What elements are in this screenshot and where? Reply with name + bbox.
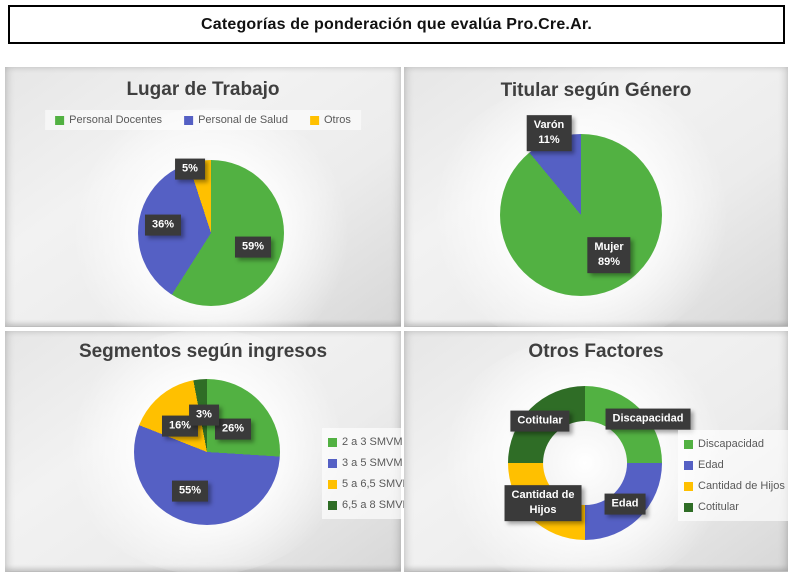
legend-label: 5 a 6,5 SMVM	[342, 478, 412, 490]
legend-label: Personal de Salud	[198, 114, 288, 126]
data-label-16: 16%	[161, 415, 199, 437]
chart-panel-segmentos-segun-ingresos: Segmentos según ingresos 26% 55% 16% 3% …	[5, 329, 412, 575]
data-label-mujer: Mujer 89%	[587, 237, 631, 273]
legend-item: Personal Docentes	[55, 114, 162, 126]
data-label-line: Mujer	[594, 241, 624, 254]
data-label-5: 5%	[175, 158, 205, 180]
data-label-line: Cantidad de	[511, 489, 575, 502]
pie-segmentos-segun-ingresos	[134, 379, 280, 525]
legend-label: 2 a 3 SMVM	[342, 436, 403, 448]
legend-swatch-discapacidad	[684, 439, 693, 449]
legend-item: Cotitular	[684, 501, 782, 513]
legend-swatch-cantidad-de-hijos	[684, 481, 693, 491]
legend-label: Personal Docentes	[69, 114, 163, 126]
legend-label: Cantidad de Hijos	[698, 480, 785, 492]
data-label-cantidad-de-hijos: Cantidad de Hijos	[504, 485, 582, 521]
legend-item: Personal de Salud	[184, 114, 288, 126]
legend-label: Otros	[323, 114, 351, 126]
legend-item: 6,5 a 8 SMVM	[328, 499, 412, 511]
legend-item: Cantidad de Hijos	[684, 480, 785, 492]
legend-swatch-cotitular	[684, 502, 693, 512]
legend-swatch-personal-de-salud	[184, 115, 194, 125]
legend-swatch-65a8	[328, 500, 337, 510]
legend-item: Discapacidad	[684, 438, 782, 450]
legend-swatch-3a5	[328, 458, 337, 468]
report-title: Categorías de ponderación que evalúa Pro…	[200, 15, 593, 33]
legend-swatch-edad	[684, 460, 693, 470]
chart-title-titular-segun-genero: Titular según Género	[500, 80, 692, 101]
chart-panel-titular-segun-genero: Titular según Género Varón 11% Mujer 89%	[404, 67, 788, 348]
legend-swatch-5a65	[328, 479, 337, 489]
pie-titular-segun-genero	[500, 134, 662, 296]
legend-otros-factores: Discapacidad Edad Cantidad de Hijos Coti…	[678, 430, 788, 521]
legend-item: 2 a 3 SMVM	[328, 436, 403, 448]
data-label-line: Hijos	[529, 504, 557, 516]
data-label-line: 89%	[597, 256, 621, 268]
legend-swatch-2a3	[328, 437, 337, 447]
chart-title-segmentos-segun-ingresos: Segmentos según ingresos	[78, 341, 328, 362]
chart-title-lugar-de-trabajo: Lugar de Trabajo	[126, 79, 280, 100]
data-label-36: 36%	[144, 214, 182, 236]
legend-item: Edad	[684, 459, 782, 471]
data-label-line: Varón	[533, 119, 565, 132]
legend-swatch-otros	[309, 115, 319, 125]
legend-label: Edad	[698, 459, 724, 471]
data-label-55: 55%	[171, 480, 209, 502]
legend-lugar-de-trabajo: Personal Docentes Personal de Salud Otro…	[45, 110, 361, 130]
legend-segmentos-segun-ingresos: 2 a 3 SMVM 3 a 5 SMVM 5 a 6,5 SMVM 6,5 a…	[322, 428, 412, 519]
legend-label: 3 a 5 SMVM	[342, 457, 403, 469]
chart-panel-otros-factores: Otros Factores Discapacidad Cotitular Ca…	[404, 331, 788, 575]
data-label-discapacidad: Discapacidad	[605, 408, 691, 430]
chart-title-otros-factores: Otros Factores	[528, 341, 664, 362]
legend-item: Otros	[309, 114, 351, 126]
legend-label: Cotitular	[698, 501, 739, 513]
data-label-edad: Edad	[604, 493, 646, 515]
legend-label: Discapacidad	[698, 438, 765, 450]
data-label-cotitular: Cotitular	[510, 410, 570, 432]
data-label-line: 11%	[538, 134, 560, 146]
report-title-box: Categorías de ponderación que evalúa Pro…	[8, 5, 785, 44]
data-label-59: 59%	[234, 236, 272, 258]
data-label-3: 3%	[189, 404, 219, 426]
legend-swatch-personal-docentes	[55, 115, 65, 125]
legend-item: 3 a 5 SMVM	[328, 457, 403, 469]
legend-label: 6,5 a 8 SMVM	[342, 499, 412, 511]
data-label-26: 26%	[214, 418, 252, 440]
chart-panel-lugar-de-trabajo: Lugar de Trabajo Personal Docentes Perso…	[5, 67, 401, 358]
data-label-varon: Varón 11%	[526, 115, 572, 151]
legend-item: 5 a 6,5 SMVM	[328, 478, 412, 490]
